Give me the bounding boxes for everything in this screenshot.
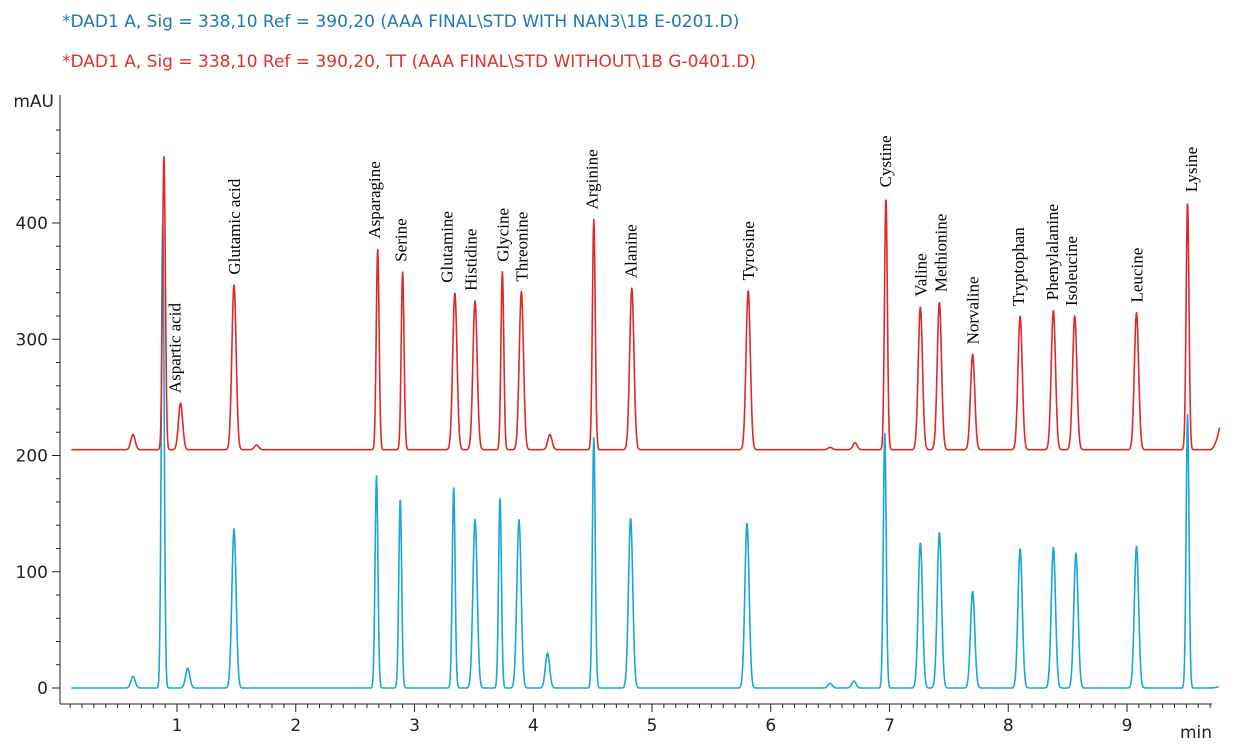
x-axis-label: min — [1180, 723, 1212, 743]
blue-series-line — [70, 223, 1219, 689]
peak-label: Glutamic acid — [225, 178, 244, 274]
x-tick-label: 2 — [290, 716, 301, 736]
x-tick-label: 7 — [884, 716, 895, 736]
y-tick-label: 200 — [16, 447, 48, 467]
peak-label: Isoleucine — [1062, 236, 1081, 306]
y-tick-label: 400 — [16, 214, 48, 234]
peak-label: Valine — [911, 253, 930, 296]
peak-labels: Aspartic acid Glutamic acid Asparagine Seri… — [166, 135, 1201, 394]
peak-label: Alanine — [622, 224, 641, 278]
x-tick-label: 5 — [647, 716, 658, 736]
legend-red-series: *DAD1 A, Sig = 338,10 Ref = 390,20, TT (… — [62, 52, 757, 72]
y-tick-label: 100 — [16, 563, 48, 583]
x-tick-label: 6 — [765, 716, 776, 736]
peak-label: Lysine — [1182, 147, 1201, 192]
peak-label: Arginine — [582, 149, 601, 209]
x-tick-label: 1 — [172, 716, 183, 736]
y-tick-label: 0 — [37, 679, 48, 699]
chart-axes: 1 2 3 4 5 6 7 8 9 0 100 200 300 400 mAU min — [13, 92, 1212, 743]
x-tick-label: 3 — [409, 716, 420, 736]
legend-blue-series: *DAD1 A, Sig = 338,10 Ref = 390,20 (AAA … — [62, 12, 740, 32]
peak-label: Tyrosine — [739, 221, 758, 280]
peak-label: Cystine — [876, 135, 895, 187]
peak-label: Aspartic acid — [166, 303, 185, 394]
x-tick-label: 8 — [1003, 716, 1014, 736]
peak-label: Asparagine — [365, 161, 384, 238]
chart-traces — [70, 155, 1221, 689]
x-tick-label: 9 — [1122, 716, 1133, 736]
peak-label: Threonine — [512, 212, 531, 282]
peak-label: Histidine — [461, 229, 480, 291]
peak-label: Tryptophan — [1009, 227, 1028, 306]
peak-label: Leucine — [1128, 248, 1147, 303]
peak-label: Glycine — [493, 208, 512, 262]
red-series-line — [70, 155, 1221, 451]
peak-label: Serine — [391, 218, 410, 261]
y-axis-label: mAU — [13, 92, 54, 112]
y-tick-label: 300 — [16, 330, 48, 350]
x-tick-label: 4 — [528, 716, 539, 736]
peak-label: Glutamine — [438, 211, 457, 283]
peak-label: Phenylalanine — [1043, 204, 1062, 300]
peak-label: Norvaline — [964, 276, 983, 344]
peak-label: Methionine — [932, 214, 951, 292]
